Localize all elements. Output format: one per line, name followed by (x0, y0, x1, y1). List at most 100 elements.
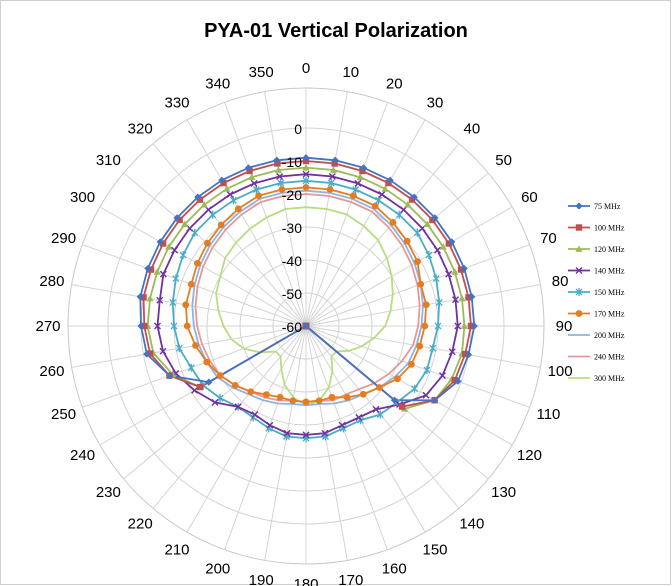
data-point (575, 310, 583, 317)
data-point (250, 179, 258, 187)
data-point (575, 202, 583, 210)
series-marker-group (154, 170, 462, 439)
angle-label: 110 (536, 406, 560, 423)
data-point (179, 251, 187, 260)
data-point (375, 196, 383, 205)
legend-label: 240 MHz (594, 353, 625, 362)
angle-label: 270 (35, 318, 60, 335)
data-point (273, 156, 281, 164)
data-point (390, 396, 399, 404)
data-point (278, 186, 286, 193)
data-point (246, 167, 253, 175)
data-point (159, 240, 167, 247)
data-point (355, 413, 363, 421)
data-point (315, 397, 323, 405)
data-point (359, 390, 367, 398)
data-point (423, 220, 431, 228)
data-point (244, 164, 253, 172)
data-point (327, 179, 335, 188)
series-marker-group (136, 154, 478, 404)
data-point (173, 214, 181, 222)
data-point (465, 294, 472, 301)
data-point (432, 274, 440, 283)
angle-label: 190 (249, 572, 274, 586)
chart-title: PYA-01 Vertical Polarization (204, 20, 468, 42)
angle-labels: 0 10 20 30 40 50 60 70 80 90 100 110 120 130 140 150 160… (35, 60, 572, 586)
data-point (181, 220, 189, 228)
data-point (359, 164, 368, 172)
angle-label: 260 (39, 363, 64, 380)
legend: 75 MHz 100 MHz 120 MHz 140 MHz 150 MHz 170 MH… (568, 202, 625, 383)
data-point (431, 396, 439, 404)
series-marker-group (182, 184, 430, 406)
radial-tick-label: -10 (282, 154, 302, 170)
grid-spoke (123, 172, 307, 327)
angle-label: 340 (205, 76, 230, 93)
data-point (200, 201, 208, 208)
data-point (451, 296, 459, 304)
grid-spoke (305, 206, 513, 327)
grid-spoke (305, 325, 541, 368)
legend-entry: 140 MHz (568, 267, 625, 276)
data-point (413, 228, 421, 237)
data-point (220, 179, 227, 187)
grid-spoke (305, 325, 388, 550)
angle-label: 30 (427, 95, 444, 112)
data-point (144, 264, 152, 273)
data-point (410, 193, 418, 201)
data-point (274, 166, 283, 173)
data-point (192, 342, 199, 349)
data-point (283, 429, 291, 437)
data-point (229, 196, 237, 205)
grid-spoke (186, 325, 307, 533)
series-line (139, 156, 476, 402)
data-point (417, 280, 425, 288)
data-point (343, 394, 351, 401)
data-point (147, 266, 155, 273)
data-point (575, 288, 583, 296)
data-point (276, 393, 284, 401)
grid-spoke (82, 325, 307, 408)
data-point (204, 206, 212, 214)
angle-label: 50 (495, 152, 512, 169)
data-point (429, 344, 437, 353)
angle-label: 160 (382, 560, 407, 577)
angle-label: 280 (39, 273, 64, 290)
data-point (321, 429, 329, 437)
data-point (326, 186, 334, 193)
data-point (331, 160, 338, 167)
data-point (302, 176, 310, 185)
data-point (404, 201, 412, 208)
angle-label: 350 (249, 64, 274, 81)
data-point (211, 398, 219, 406)
radial-labels: -60 -50 -40 -30 -20 -10 0 (282, 121, 302, 335)
radial-tick-label: -30 (282, 220, 302, 236)
data-point (156, 238, 164, 246)
legend-entry: 150 MHz (568, 288, 625, 297)
data-point (411, 384, 419, 393)
data-point (216, 372, 224, 379)
data-point (276, 173, 284, 181)
angle-label: 200 (205, 560, 230, 577)
data-point (156, 296, 164, 304)
data-point (218, 176, 226, 184)
angle-label: 210 (164, 541, 189, 558)
data-point (159, 347, 167, 355)
angle-label: 20 (386, 76, 403, 93)
data-point (371, 202, 379, 210)
data-point (234, 403, 242, 411)
data-point (421, 322, 429, 330)
data-point (197, 383, 204, 391)
data-point (435, 298, 443, 307)
data-point (575, 245, 583, 252)
legend-label: 75 MHz (594, 202, 621, 211)
legend-entry: 75 MHz (568, 202, 621, 211)
legend-entry: 200 MHz (568, 331, 625, 340)
angle-label: 320 (128, 120, 153, 137)
grid-spoke (71, 325, 307, 368)
data-point (354, 179, 362, 187)
legend-entry: 100 MHz (568, 224, 625, 233)
data-point (425, 251, 433, 260)
data-point (302, 398, 310, 406)
